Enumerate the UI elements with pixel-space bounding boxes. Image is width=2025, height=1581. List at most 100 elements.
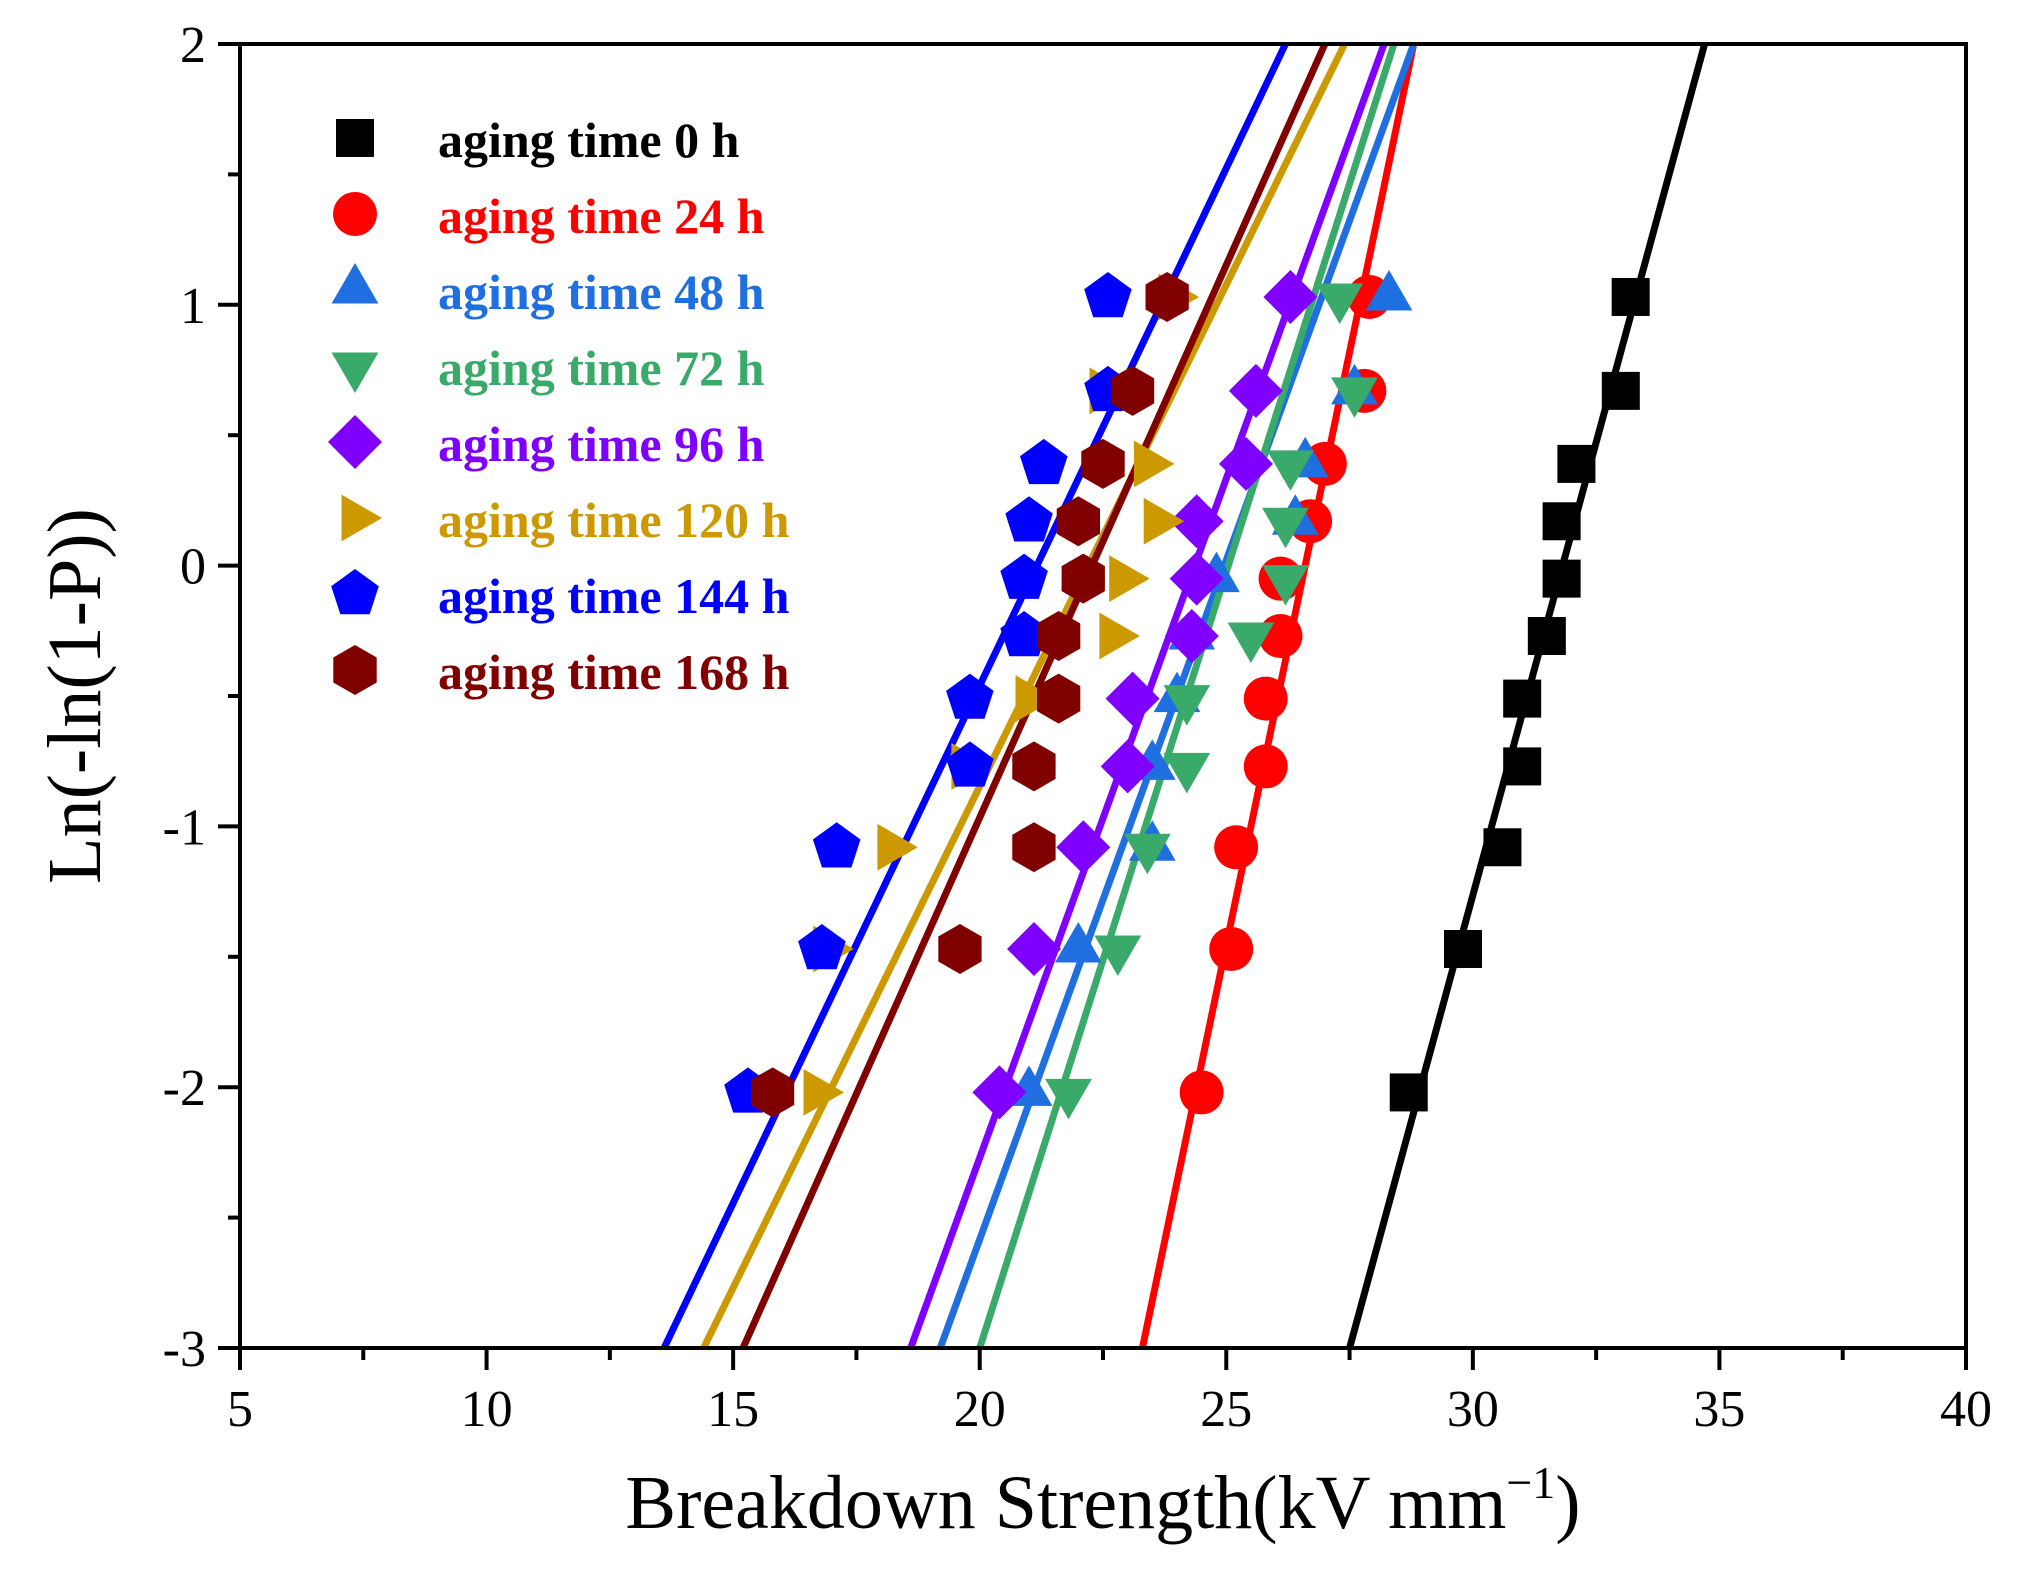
y-tick-label: -1 — [163, 799, 206, 856]
x-axis-title: Breakdown Strength(kV mm−1) — [625, 1457, 1580, 1545]
data-point-aging-time-168-h — [1012, 741, 1056, 792]
legend-marker-aging-time-96-h — [328, 415, 382, 469]
data-point-aging-time-96-h — [1056, 820, 1111, 875]
data-point-aging-time-0-h — [1483, 828, 1522, 867]
legend-marker-aging-time-168-h — [333, 645, 377, 695]
data-point-aging-time-144-h — [1005, 496, 1053, 542]
data-point-aging-time-96-h — [1007, 922, 1061, 976]
y-tick-label: -3 — [163, 1321, 206, 1378]
legend-entry-aging-time-24-h: aging time 24 h — [333, 188, 765, 244]
data-point-aging-time-120-h — [1015, 675, 1056, 722]
x-tick-label: 5 — [227, 1381, 253, 1438]
x-tick-label: 35 — [1693, 1381, 1745, 1438]
data-point-aging-time-144-h — [946, 741, 994, 787]
data-point-aging-time-48-h — [1055, 922, 1102, 963]
data-point-aging-time-120-h — [1099, 612, 1140, 660]
legend: aging time 0 h aging time 24 h aging time … — [328, 112, 790, 700]
x-tick-label: 15 — [707, 1381, 759, 1438]
data-point-aging-time-144-h — [812, 822, 861, 868]
data-point-aging-time-72-h — [1262, 565, 1309, 606]
x-tick-label: 10 — [461, 1381, 513, 1438]
series-aging-time-72-h — [1045, 283, 1378, 1120]
legend-label-aging-time-168-h: aging time 168 h — [438, 644, 790, 700]
data-point-aging-time-24-h — [1179, 1070, 1224, 1115]
data-point-aging-time-96-h — [1228, 363, 1283, 418]
series-aging-time-168-h — [750, 272, 1189, 1118]
data-point-aging-time-72-h — [1267, 450, 1314, 491]
legend-label-aging-time-144-h: aging time 144 h — [438, 568, 790, 624]
legend-entry-aging-time-96-h: aging time 96 h — [328, 415, 765, 472]
data-point-aging-time-72-h — [1045, 1078, 1092, 1120]
data-point-aging-time-144-h — [946, 673, 994, 719]
x-tick-label: 20 — [954, 1381, 1006, 1438]
y-tick-label: 1 — [180, 278, 206, 335]
data-point-aging-time-120-h — [803, 1069, 844, 1116]
x-tick-label: 30 — [1447, 1381, 1499, 1438]
data-point-aging-time-168-h — [1037, 611, 1081, 661]
data-point-aging-time-72-h — [1316, 283, 1364, 324]
data-point-aging-time-48-h — [1365, 270, 1413, 311]
legend-marker-aging-time-72-h — [331, 352, 379, 393]
legend-entry-aging-time-72-h: aging time 72 h — [331, 340, 765, 396]
data-point-aging-time-168-h — [938, 924, 982, 974]
data-point-aging-time-96-h — [972, 1065, 1027, 1120]
legend-label-aging-time-72-h: aging time 72 h — [438, 340, 765, 396]
data-point-aging-time-168-h — [1012, 822, 1056, 873]
data-point-aging-time-72-h — [1262, 507, 1309, 549]
data-point-aging-time-168-h — [1056, 496, 1100, 547]
data-point-aging-time-72-h — [1227, 622, 1275, 663]
data-point-aging-time-96-h — [1164, 609, 1219, 663]
y-tick-label: 2 — [180, 17, 206, 74]
data-point-aging-time-96-h — [1169, 551, 1224, 606]
series-aging-time-96-h — [972, 270, 1318, 1120]
legend-entry-aging-time-120-h: aging time 120 h — [341, 492, 790, 548]
legend-label-aging-time-0-h: aging time 0 h — [438, 112, 740, 168]
data-point-aging-time-168-h — [1061, 553, 1105, 604]
data-point-aging-time-72-h — [1094, 935, 1142, 976]
legend-entry-aging-time-144-h: aging time 144 h — [331, 568, 790, 624]
data-point-aging-time-168-h — [1037, 673, 1081, 724]
legend-marker-aging-time-144-h — [331, 569, 379, 615]
legend-entry-aging-time-0-h: aging time 0 h — [336, 112, 740, 168]
data-point-aging-time-0-h — [1443, 929, 1482, 968]
data-point-aging-time-120-h — [1109, 555, 1150, 602]
data-point-aging-time-96-h — [1219, 436, 1273, 491]
data-point-aging-time-0-h — [1389, 1073, 1428, 1112]
legend-marker-aging-time-0-h — [336, 119, 374, 157]
x-tick-label: 25 — [1200, 1381, 1252, 1438]
data-point-aging-time-0-h — [1503, 747, 1542, 786]
data-point-aging-time-0-h — [1601, 371, 1640, 410]
data-point-aging-time-96-h — [1100, 739, 1155, 794]
legend-marker-aging-time-120-h — [341, 494, 382, 542]
data-point-aging-time-96-h — [1169, 494, 1224, 549]
data-point-aging-time-24-h — [1243, 676, 1288, 721]
data-point-aging-time-120-h — [1143, 497, 1185, 545]
data-point-aging-time-0-h — [1503, 679, 1542, 718]
data-point-aging-time-168-h — [750, 1067, 795, 1118]
data-point-aging-time-24-h — [1243, 744, 1288, 789]
data-point-aging-time-168-h — [1145, 272, 1189, 322]
data-point-aging-time-96-h — [1105, 671, 1160, 726]
data-point-aging-time-144-h — [1020, 438, 1068, 485]
legend-label-aging-time-48-h: aging time 48 h — [438, 264, 765, 320]
data-point-aging-time-0-h — [1557, 444, 1596, 483]
legend-label-aging-time-24-h: aging time 24 h — [438, 188, 765, 244]
legend-marker-aging-time-24-h — [333, 192, 377, 236]
data-point-aging-time-24-h — [1214, 825, 1259, 870]
data-point-aging-time-144-h — [1000, 611, 1048, 657]
legend-entry-aging-time-48-h: aging time 48 h — [331, 263, 765, 320]
data-point-aging-time-144-h — [798, 924, 846, 970]
data-point-aging-time-144-h — [1000, 553, 1048, 599]
data-point-aging-time-96-h — [1263, 270, 1318, 324]
legend-label-aging-time-96-h: aging time 96 h — [438, 416, 765, 472]
data-point-aging-time-168-h — [1110, 365, 1155, 416]
y-tick-label: 0 — [180, 539, 206, 596]
legend-label-aging-time-120-h: aging time 120 h — [438, 492, 790, 548]
y-axis-title: Ln(-ln(1-P)) — [33, 508, 117, 884]
data-point-aging-time-72-h — [1331, 377, 1378, 418]
data-point-aging-time-72-h — [1163, 685, 1211, 726]
legend-entry-aging-time-168-h: aging time 168 h — [333, 644, 790, 700]
data-point-aging-time-0-h — [1611, 277, 1650, 316]
data-point-aging-time-72-h — [1163, 752, 1211, 794]
